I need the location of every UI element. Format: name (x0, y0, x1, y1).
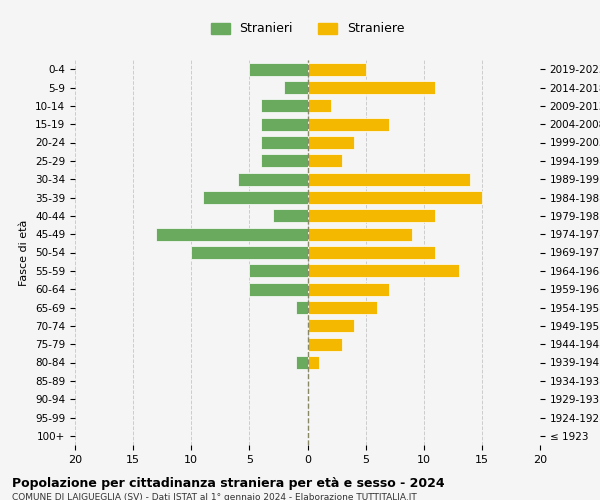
Bar (308, 356, 319, 369)
Bar (250, 63, 308, 76)
Bar (308, 63, 365, 76)
Bar (203, 191, 308, 204)
Bar (308, 118, 389, 130)
Bar (157, 228, 308, 240)
Bar (308, 283, 389, 296)
Bar (308, 228, 412, 240)
Text: COMUNE DI LAIGUEGLIA (SV) - Dati ISTAT al 1° gennaio 2024 - Elaborazione TUTTITA: COMUNE DI LAIGUEGLIA (SV) - Dati ISTAT a… (12, 492, 417, 500)
Y-axis label: Fasce di età: Fasce di età (19, 220, 29, 286)
Bar (261, 100, 308, 112)
Bar (261, 118, 308, 130)
Bar (308, 191, 482, 204)
Bar (296, 356, 308, 369)
Bar (308, 301, 377, 314)
Bar (250, 264, 308, 277)
Bar (284, 81, 308, 94)
Bar (308, 338, 343, 350)
Bar (296, 301, 308, 314)
Bar (308, 210, 436, 222)
Bar (308, 264, 458, 277)
Bar (261, 154, 308, 167)
Bar (261, 136, 308, 149)
Bar (238, 173, 308, 186)
Bar (308, 100, 331, 112)
Bar (308, 154, 343, 167)
Text: Popolazione per cittadinanza straniera per età e sesso - 2024: Popolazione per cittadinanza straniera p… (12, 478, 445, 490)
Bar (308, 173, 470, 186)
Bar (308, 246, 436, 259)
Bar (308, 136, 354, 149)
Legend: Stranieri, Straniere: Stranieri, Straniere (205, 16, 410, 42)
Bar (250, 283, 308, 296)
Bar (272, 210, 308, 222)
Bar (191, 246, 308, 259)
Bar (308, 81, 436, 94)
Bar (308, 320, 354, 332)
